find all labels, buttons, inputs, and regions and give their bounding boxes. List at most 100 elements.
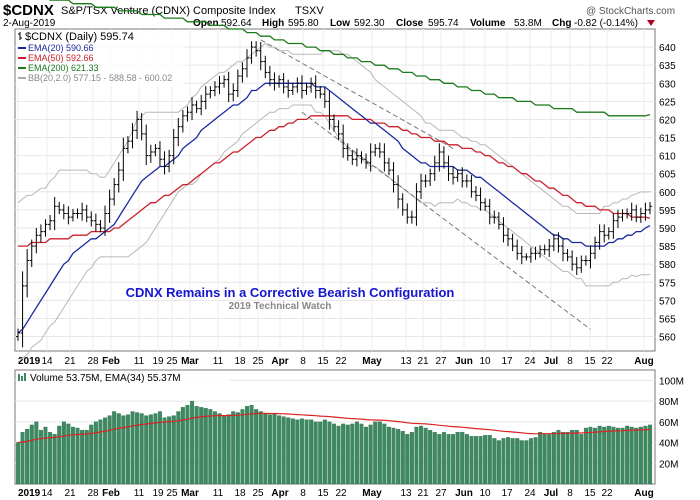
volume-bar [171,415,176,485]
ohlc-bar [428,168,433,187]
volume-bar [510,438,515,485]
chg-label: Chg [552,18,571,29]
volume-bar [377,421,382,485]
ohlc-bar [212,81,217,97]
ohlc-bar [469,175,474,198]
ohlc-bar [451,166,456,185]
ohlc-bar [336,120,341,141]
volume-bar [66,423,71,485]
volume-bar [89,424,94,485]
volume-bar [501,438,506,485]
volume-bar [153,413,158,485]
high-value: 595.80 [288,18,319,29]
legend-ema20: EMA(20) 590.66 [28,43,94,53]
exchange: TSXV [295,5,324,17]
x-tick-label: Apr [271,488,288,499]
ohlc-bar [492,210,497,224]
volume-bar [574,429,579,485]
volume-bar [593,427,598,485]
volume-bar [322,419,327,485]
volume-bar [125,414,130,485]
volume-bar [249,405,254,485]
volume-bar [43,426,48,485]
ohlc-bar [277,75,282,88]
ohlc-bar [648,201,652,215]
ohlc-bar [473,186,478,202]
ohlc-bar [185,106,190,122]
price-legend: $CDNX (Daily) 595.74 EMA(20) 590.66 EMA(… [16,30,184,86]
volume-bar [519,440,524,485]
volume-bar [20,432,25,485]
volume-bar [267,414,272,485]
ohlc-bar [583,255,588,266]
price-y-axis: 560 565 570 575 580 585 590 595 600 605 610 615 620 6… [659,43,676,343]
volume-bar [478,436,483,485]
volume-bar [313,421,318,485]
volume-bar [258,411,263,485]
volume-bar [231,411,236,485]
x-tick-label: 8 [300,356,306,367]
volume-bar [112,411,117,485]
x-tick-label: May [362,356,382,367]
ohlc-bar [290,82,295,95]
x-tick-label: 22 [335,488,347,499]
volume-bar [409,432,414,485]
ohlc-bar [57,201,62,215]
ohlc-bar [538,245,543,258]
volume-bar [565,432,570,485]
volume-bar [16,442,21,485]
volume-label: Volume [470,18,506,29]
legend-volume: Volume 53.75M, EMA(34) 55.37M [30,373,181,384]
ohlc-bar [144,124,149,166]
ohlc-bar [386,157,391,176]
x-tick-label: 17 [501,488,513,499]
ohlc-bar [61,204,66,220]
volume-tick-label: 100M [659,376,684,387]
x-tick-label: Aug [634,356,653,367]
ohlc-bar [551,233,556,252]
volume-bar [625,425,630,485]
volume-bar [460,432,465,485]
x-tick-label: 11 [213,488,224,499]
x-tick-label: 21 [417,356,429,367]
ohlc-bar [597,224,602,250]
volume-bar [61,421,66,485]
volume-bar [299,418,304,485]
volume-bar [29,424,34,485]
ohlc-bar [29,239,34,268]
ohlc-bar [226,71,231,103]
volume-bar [405,434,410,485]
ohlc-bar [542,244,547,255]
volume-bar [451,434,456,485]
volume-bar [277,415,282,485]
volume-bar [473,436,478,485]
ohlc-bar [304,82,309,95]
price-tick-label: 605 [659,170,676,181]
header-date: 2-Aug-2019 [3,18,56,29]
x-tick-label: 11 [134,356,145,367]
volume-bar [455,432,460,485]
ohlc-bar [638,207,643,223]
x-tick-label: 15 [317,488,329,499]
ohlc-bar [496,212,501,230]
x-tick-label: 17 [501,356,513,367]
volume-bar [217,413,222,485]
volume-ema-line [17,412,651,444]
x-tick-label: 11 [213,356,224,367]
ohlc-bar [194,100,199,113]
price-legend-icon [18,32,22,40]
volume-bar [556,429,561,485]
volume-bar [180,407,185,485]
ohlc-bar [510,233,515,252]
ohlc-bar [574,256,579,276]
ohlc-bar [20,271,25,348]
volume-bar [606,425,611,485]
volume-bar [345,424,350,485]
volume-bar [144,415,149,485]
ohlc-bar [272,72,277,91]
ohlc-bar [606,227,611,240]
ohlc-bar [89,211,94,227]
x-tick-label: Mar [181,488,199,499]
close-value: 595.74 [428,18,459,29]
x-tick-label: 19 [152,356,164,367]
